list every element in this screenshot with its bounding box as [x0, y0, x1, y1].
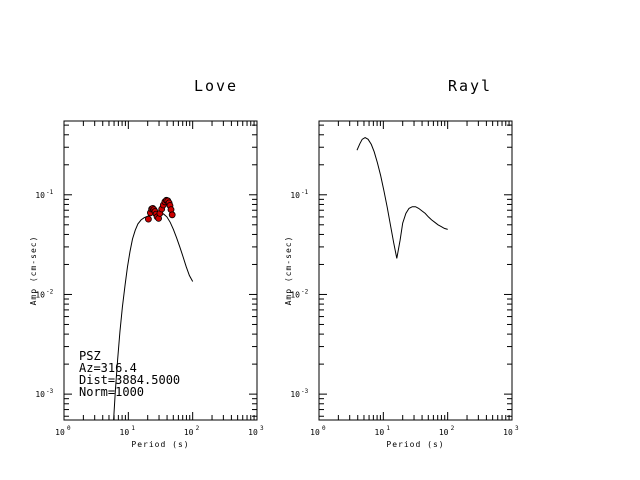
- rayleigh-x-tick-label-exponent: 0: [322, 425, 326, 432]
- rayleigh-y-axis-label: Amp (cm-sec): [284, 236, 293, 306]
- love-annotation-station: PSZ: [79, 349, 101, 363]
- love-data-point: [144, 215, 152, 223]
- love-title: Love: [194, 77, 238, 95]
- rayleigh-y-tick-label: 10: [290, 191, 300, 200]
- love-y-tick-label-exponent: -3: [46, 388, 54, 395]
- rayleigh-x-tick-label: 10: [503, 428, 513, 437]
- love-x-tick-label-exponent: 2: [196, 425, 200, 432]
- rayleigh-x-tick-label-exponent: 1: [386, 425, 390, 432]
- rayleigh-series-line: [356, 137, 448, 259]
- rayleigh-y-tick-label-exponent: -2: [301, 288, 309, 295]
- rayleigh-x-tick-label-exponent: 3: [515, 425, 519, 432]
- rayleigh-x-tick-label: 10: [375, 428, 385, 437]
- rayleigh-frame: [318, 120, 513, 421]
- rayleigh-title: Rayl: [448, 77, 492, 95]
- love-x-tick-label-exponent: 1: [131, 425, 135, 432]
- rayleigh-y-tick-label-exponent: -1: [301, 189, 309, 196]
- love-x-tick-label: 10: [248, 428, 258, 437]
- love-x-tick-label: 10: [55, 428, 65, 437]
- rayleigh-panel: Rayl: [448, 77, 492, 95]
- love-annotation-azimuth: Az=316.4: [79, 361, 137, 375]
- love-annotation-norm: Norm=1000: [79, 385, 144, 399]
- love-y-axis-label: Amp (cm-sec): [29, 236, 38, 306]
- love-panel: Love PSZ Az=316.4 Dist=3884.5000 Norm=10…: [79, 77, 238, 399]
- love-x-tick-label: 10: [120, 428, 130, 437]
- love-x-tick-label-exponent: 3: [260, 425, 264, 432]
- love-data-point: [168, 211, 176, 219]
- love-y-tick-label: 10: [35, 290, 45, 299]
- love-x-axis-label: Period (s): [131, 440, 189, 449]
- rayleigh-x-axis-label: Period (s): [386, 440, 444, 449]
- rayleigh-x-tick-label-exponent: 2: [451, 425, 455, 432]
- rayleigh-y-tick-label-exponent: -3: [301, 388, 309, 395]
- love-frame: [63, 120, 258, 421]
- love-y-tick-label-exponent: -1: [46, 189, 54, 196]
- rayleigh-y-tick-label: 10: [290, 390, 300, 399]
- rayleigh-x-tick-label: 10: [439, 428, 449, 437]
- love-annotation-distance: Dist=3884.5000: [79, 373, 180, 387]
- love-x-tick-label: 10: [184, 428, 194, 437]
- love-y-tick-label: 10: [35, 390, 45, 399]
- love-y-tick-label-exponent: -2: [46, 288, 54, 295]
- rayleigh-y-tick-label: 10: [290, 290, 300, 299]
- rayleigh-x-tick-label: 10: [310, 428, 320, 437]
- love-x-tick-label-exponent: 0: [67, 425, 71, 432]
- love-y-tick-label: 10: [35, 191, 45, 200]
